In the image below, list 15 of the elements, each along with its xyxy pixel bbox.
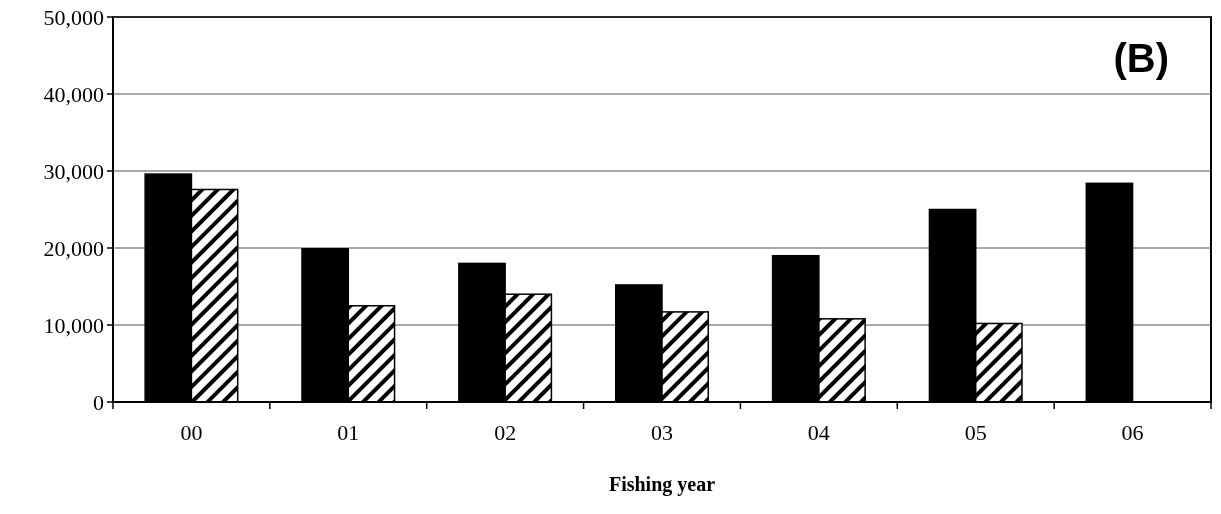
x-tick-label: 02 — [494, 420, 517, 445]
x-axis-title: Fishing year — [608, 473, 716, 496]
y-tick-label: 40,000 — [43, 81, 104, 107]
y-tick-label: 50,000 — [43, 4, 104, 30]
x-tick-label: 05 — [964, 420, 987, 445]
y-tick-label: 10,000 — [43, 312, 104, 338]
annotation: (B) — [1113, 36, 1169, 80]
x-tick-label: 03 — [651, 420, 673, 445]
x-tick-label: 06 — [1121, 420, 1144, 445]
x-tick-label: 01 — [337, 420, 360, 445]
x-tick-label: 00 — [180, 420, 203, 445]
y-tick-label: 30,000 — [43, 158, 104, 184]
x-tick-label: 04 — [807, 420, 830, 445]
y-tick-label: 0 — [93, 389, 104, 415]
y-tick-label: 20,000 — [43, 235, 104, 261]
